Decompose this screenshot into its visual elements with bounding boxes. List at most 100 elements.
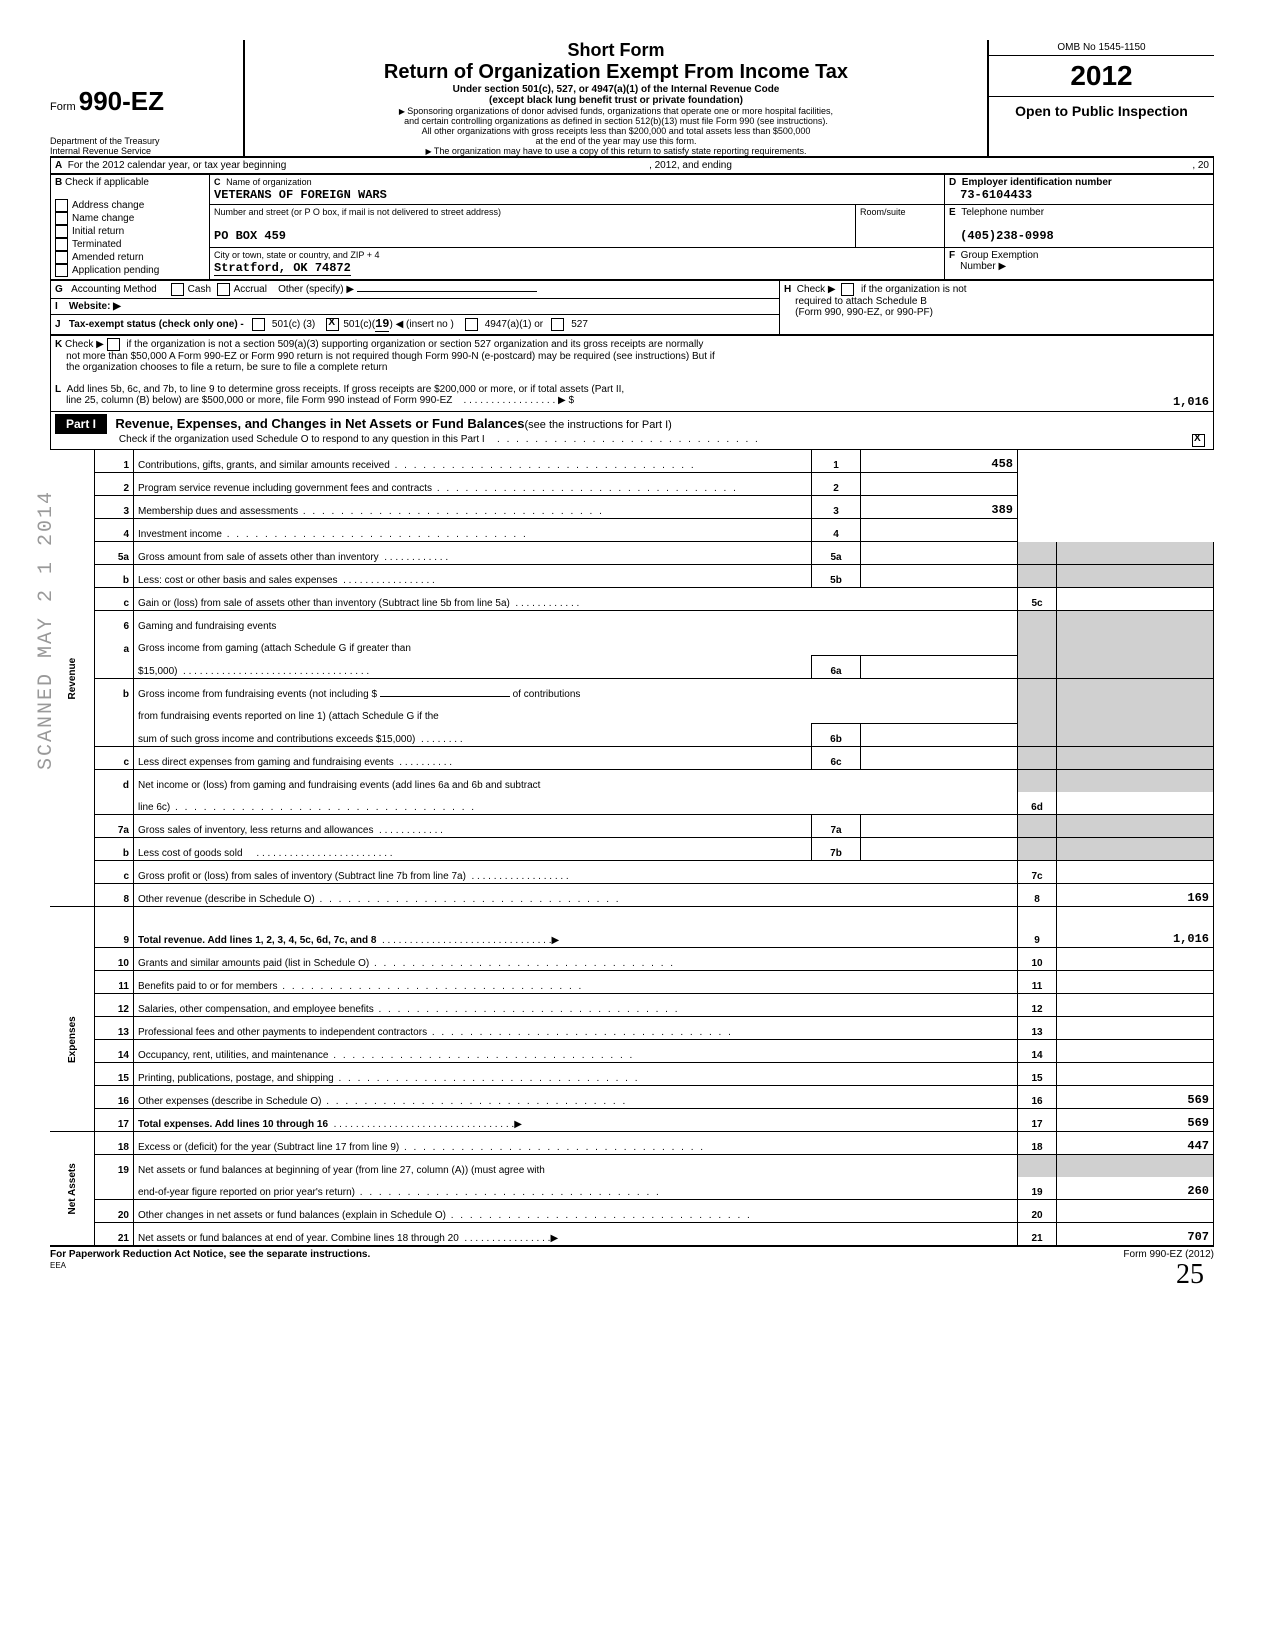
ln-1: 1 (95, 450, 134, 473)
amt-17: 569 (1057, 1108, 1214, 1131)
ln-12: 12 (95, 993, 134, 1016)
ln-6d: d (95, 770, 134, 793)
letter-h: H (784, 284, 791, 295)
part1-lines-table: Revenue 1Contributions, gifts, grants, a… (50, 450, 1214, 1247)
lbl-4: Investment income (138, 529, 222, 540)
dept-treasury: Department of the Treasury (50, 136, 160, 146)
ein-label: Employer identification number (962, 177, 1112, 188)
ein-value: 73-6104433 (960, 188, 1032, 202)
amt-16: 569 (1057, 1085, 1214, 1108)
ln-11: 11 (95, 970, 134, 993)
opt-address-change: Address change (72, 200, 144, 211)
opt-name-change: Name change (72, 213, 134, 224)
amt-8: 169 (1057, 884, 1214, 907)
note3: All other organizations with gross recei… (251, 126, 981, 136)
ln-9: 9 (95, 907, 134, 948)
lnr-19: 19 (1018, 1177, 1057, 1200)
ln-7a: 7a (95, 815, 134, 838)
lbl-6b3: sum of such gross income and contributio… (138, 734, 415, 745)
check-if-applicable: Check if applicable (65, 177, 149, 188)
ln-3: 3 (95, 496, 134, 519)
checkbox-k[interactable] (107, 338, 120, 351)
h-text3: (Form 990, 990-EZ, or 990-PF) (795, 307, 933, 318)
title-main: Return of Organization Exempt From Incom… (251, 61, 981, 84)
ln-7b: b (95, 838, 134, 861)
amt-7c (1057, 861, 1214, 884)
org-name-label: Name of organization (226, 177, 312, 187)
lnr-15: 15 (1018, 1062, 1057, 1085)
lbl-6b: Gross income from fundraising events (no… (138, 689, 377, 700)
amt-6d (1057, 792, 1214, 815)
lbl-7a: Gross sales of inventory, less returns a… (138, 825, 373, 836)
footer-left: For Paperwork Reduction Act Notice, see … (50, 1249, 370, 1260)
checkbox-schedule-o[interactable] (1192, 434, 1205, 447)
ln-20: 20 (95, 1199, 134, 1222)
checkbox-pending[interactable] (55, 264, 68, 277)
checkbox-terminated[interactable] (55, 238, 68, 251)
ln-17: 17 (95, 1108, 134, 1131)
lbl-19b: end-of-year figure reported on prior yea… (138, 1187, 355, 1198)
l-arrow: . . . . . . . . . . . . . . . . . ▶ $ (464, 395, 575, 406)
lnr-21: 21 (1018, 1222, 1057, 1246)
lbl-8: Other revenue (describe in Schedule O) (138, 894, 315, 905)
note1: Sponsoring organizations of donor advise… (407, 106, 833, 116)
lnr-5c: 5c (1018, 588, 1057, 611)
lnr-3: 3 (812, 496, 861, 519)
k-text3: the organization chooses to file a retur… (66, 362, 387, 373)
ar-21: ▶ (550, 1233, 558, 1244)
lnr-20: 20 (1018, 1199, 1057, 1222)
checkbox-501c3[interactable] (252, 318, 265, 331)
opt-501c-pre: 501(c)( (343, 319, 375, 330)
lbl-5a: Gross amount from sale of assets other t… (138, 552, 379, 563)
checkbox-cash[interactable] (171, 283, 184, 296)
h-check-label: Check ▶ (797, 284, 836, 295)
amt-15 (1057, 1062, 1214, 1085)
part1-label: Part I (55, 414, 107, 434)
phone-label: Telephone number (961, 207, 1044, 218)
lnr-14: 14 (1018, 1039, 1057, 1062)
street-value: PO BOX 459 (214, 229, 286, 243)
letter-a: A (55, 160, 62, 171)
lnr-12: 12 (1018, 993, 1057, 1016)
opt-501c3: 501(c) (3) (272, 319, 315, 330)
website-label: Website: ▶ (69, 301, 121, 312)
amt-10 (1057, 947, 1214, 970)
lnr-8: 8 (1018, 884, 1057, 907)
6b-amount-input[interactable] (380, 696, 510, 697)
opt-501c-post: ) ◀ (insert no ) (389, 319, 453, 330)
ln-18: 18 (95, 1131, 134, 1154)
lbl-6a: Gross income from gaming (attach Schedul… (138, 643, 411, 654)
ib-6b: 6b (812, 724, 861, 747)
checkbox-501c[interactable] (326, 318, 339, 331)
lbl-11: Benefits paid to or for members (138, 981, 278, 992)
checkbox-name-change[interactable] (55, 212, 68, 225)
part1-inst: (see the instructions for Part I) (525, 419, 672, 431)
checkbox-amended[interactable] (55, 251, 68, 264)
other-method-input[interactable] (357, 291, 537, 292)
subtitle1: Under section 501(c), 527, or 4947(a)(1)… (251, 84, 981, 95)
letter-i: I (55, 301, 58, 312)
lnr-17: 17 (1018, 1108, 1057, 1131)
ln-16: 16 (95, 1085, 134, 1108)
ln-2: 2 (95, 473, 134, 496)
ia-5a (861, 542, 1018, 565)
lbl-15: Printing, publications, postage, and shi… (138, 1073, 334, 1084)
checkbox-527[interactable] (551, 318, 564, 331)
ln-6b: b (95, 679, 134, 702)
ia-6b (861, 724, 1018, 747)
lbl-6: Gaming and fundraising events (138, 621, 276, 632)
checkbox-4947[interactable] (465, 318, 478, 331)
ia-6c (861, 747, 1018, 770)
phone-value: (405)238-0998 (960, 229, 1054, 243)
lnr-16: 16 (1018, 1085, 1057, 1108)
checkbox-initial-return[interactable] (55, 225, 68, 238)
checkbox-schedule-b[interactable] (841, 283, 854, 296)
part1-title: Revenue, Expenses, and Changes in Net As… (115, 416, 524, 431)
opt-terminated: Terminated (72, 239, 121, 250)
checkbox-accrual[interactable] (217, 283, 230, 296)
checkbox-address-change[interactable] (55, 199, 68, 212)
street-label: Number and street (or P O box, if mail i… (214, 207, 501, 217)
lbl-1: Contributions, gifts, grants, and simila… (138, 460, 390, 471)
ln-10: 10 (95, 947, 134, 970)
lnr-13: 13 (1018, 1016, 1057, 1039)
